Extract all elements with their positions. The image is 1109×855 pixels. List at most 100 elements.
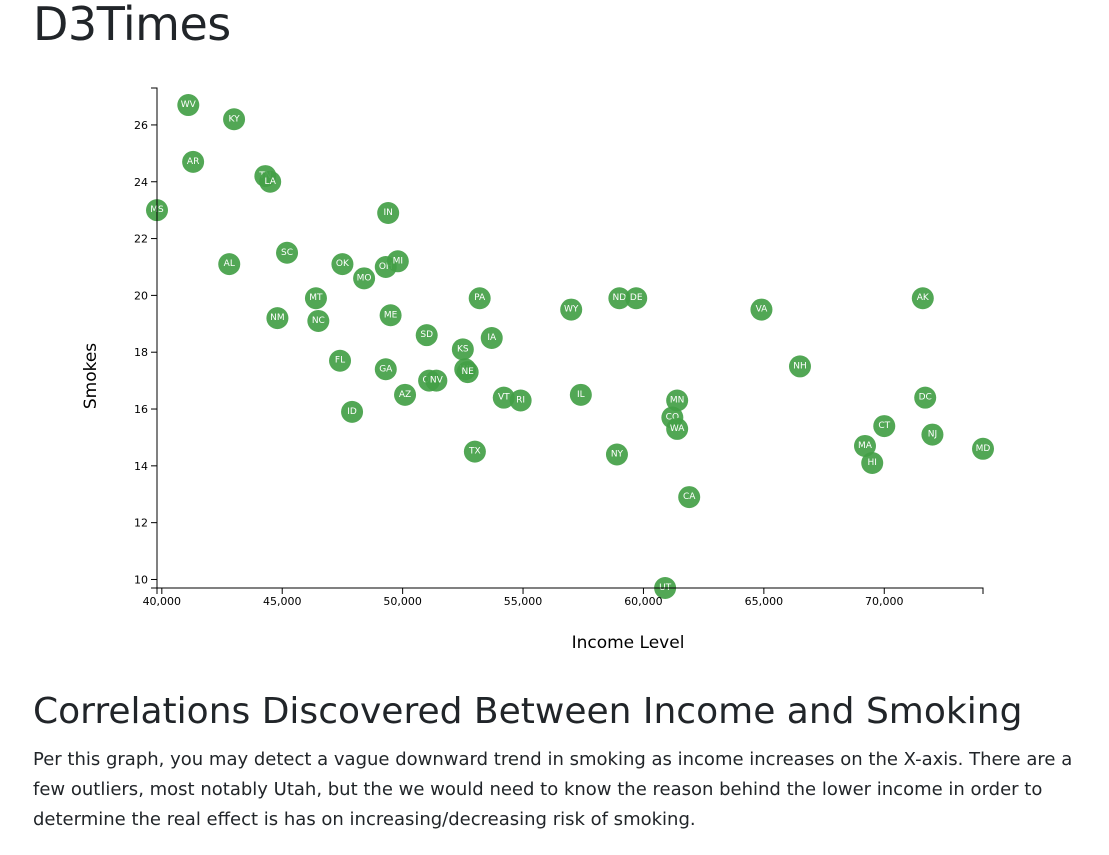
state-point-ks[interactable]: KS [451, 338, 474, 361]
state-point-ma[interactable]: MA [854, 434, 876, 457]
state-point-wv[interactable]: WV [177, 94, 200, 117]
state-point-ak[interactable]: AK [911, 287, 934, 310]
state-point-nv[interactable]: NV [425, 369, 448, 392]
state-point-wy[interactable]: WY [560, 298, 583, 321]
state-point-mt[interactable]: MT [304, 287, 327, 310]
state-point-me[interactable]: ME [379, 304, 402, 327]
state-point-fl[interactable]: FL [329, 349, 352, 372]
state-marker[interactable] [307, 309, 330, 332]
state-marker[interactable] [304, 287, 327, 310]
state-marker[interactable] [266, 307, 289, 330]
state-marker[interactable] [861, 452, 884, 474]
state-point-al[interactable]: AL [218, 253, 241, 276]
state-marker[interactable] [509, 389, 532, 412]
state-marker[interactable] [788, 355, 811, 378]
state-marker[interactable] [329, 349, 352, 372]
state-point-nd[interactable]: ND [608, 287, 631, 310]
state-marker[interactable] [854, 434, 876, 457]
state-point-md[interactable]: MD [972, 437, 994, 460]
state-marker[interactable] [218, 253, 241, 276]
state-point-ia[interactable]: IA [480, 327, 503, 349]
state-marker[interactable] [914, 386, 937, 409]
x-tick-label: 45,000 [263, 595, 302, 608]
state-marker[interactable] [608, 287, 631, 310]
state-marker[interactable] [921, 423, 944, 446]
section-heading: Correlations Discovered Between Income a… [33, 691, 1023, 732]
state-point-sd[interactable]: SD [415, 324, 438, 347]
state-point-mi[interactable]: MI [386, 250, 409, 273]
state-marker[interactable] [415, 324, 438, 347]
state-label: NM [270, 313, 285, 323]
state-marker[interactable] [276, 241, 299, 264]
state-marker[interactable] [678, 486, 701, 509]
state-point-id[interactable]: ID [341, 400, 364, 423]
state-marker[interactable] [480, 327, 503, 349]
state-point-in[interactable]: IN [377, 202, 400, 224]
state-point-ca[interactable]: CA [678, 486, 701, 509]
state-marker[interactable] [451, 338, 474, 361]
y-tick-label: 12 [134, 517, 148, 530]
state-marker[interactable] [377, 202, 400, 224]
state-marker[interactable] [394, 383, 417, 406]
state-marker[interactable] [605, 443, 628, 466]
state-marker[interactable] [463, 440, 486, 463]
state-point-il[interactable]: IL [569, 383, 592, 406]
state-marker[interactable] [386, 250, 409, 273]
state-marker[interactable] [353, 267, 376, 290]
state-marker[interactable] [425, 369, 448, 392]
state-marker[interactable] [560, 298, 583, 321]
state-point-sc[interactable]: SC [276, 241, 299, 264]
state-point-va[interactable]: VA [750, 298, 773, 321]
state-marker[interactable] [379, 304, 402, 327]
state-marker[interactable] [223, 108, 246, 131]
state-marker[interactable] [666, 389, 689, 412]
state-marker[interactable] [331, 253, 354, 276]
state-marker[interactable] [341, 400, 364, 423]
state-point-nh[interactable]: NH [788, 355, 811, 378]
state-marker[interactable] [177, 94, 200, 117]
state-marker[interactable] [625, 287, 648, 310]
state-point-az[interactable]: AZ [394, 383, 417, 406]
state-point-mn[interactable]: MN [666, 389, 689, 412]
state-point-mo[interactable]: MO [353, 267, 376, 290]
state-marker[interactable] [750, 298, 773, 321]
state-marker[interactable] [569, 383, 592, 406]
state-marker[interactable] [666, 417, 689, 440]
state-point-ri[interactable]: RI [509, 389, 532, 412]
state-marker[interactable] [456, 361, 479, 384]
state-point-tx[interactable]: TX [463, 440, 486, 463]
state-point-vt[interactable]: VT [492, 386, 515, 409]
state-point-ny[interactable]: NY [605, 443, 628, 466]
state-marker[interactable] [374, 358, 397, 381]
state-point-ar[interactable]: AR [182, 150, 205, 173]
state-point-nj[interactable]: NJ [921, 423, 944, 446]
state-point-dc[interactable]: DC [914, 386, 937, 409]
state-label: MO [357, 273, 372, 283]
state-label: ME [384, 310, 398, 320]
state-point-wa[interactable]: WA [666, 417, 689, 440]
state-label: VT [498, 393, 510, 403]
state-label: MI [393, 256, 403, 266]
state-point-ga[interactable]: GA [374, 358, 397, 381]
state-point-nc[interactable]: NC [307, 309, 330, 332]
state-label: DC [919, 393, 932, 403]
state-marker[interactable] [492, 386, 515, 409]
state-point-la[interactable]: LA [259, 170, 282, 193]
state-point-pa[interactable]: PA [468, 287, 491, 310]
state-point-ky[interactable]: KY [223, 108, 246, 131]
state-marker[interactable] [972, 437, 994, 460]
state-marker[interactable] [911, 287, 934, 310]
state-marker[interactable] [182, 150, 205, 173]
state-point-hi[interactable]: HI [861, 452, 884, 474]
state-marker[interactable] [259, 170, 282, 193]
state-marker[interactable] [468, 287, 491, 310]
y-tick-label: 26 [134, 119, 148, 132]
state-marker[interactable] [873, 415, 896, 438]
state-point-de[interactable]: DE [625, 287, 648, 310]
state-point-nm[interactable]: NM [266, 307, 289, 330]
y-axis-title: Smokes [81, 343, 101, 409]
state-point-ct[interactable]: CT [873, 415, 896, 438]
state-point-ok[interactable]: OK [331, 253, 354, 276]
chart-points-layer: WVKYARTNLAMSINALSCOKMOOHMIMTNMNCMEPAWYND… [146, 94, 994, 599]
state-point-ne[interactable]: NE [456, 361, 479, 384]
